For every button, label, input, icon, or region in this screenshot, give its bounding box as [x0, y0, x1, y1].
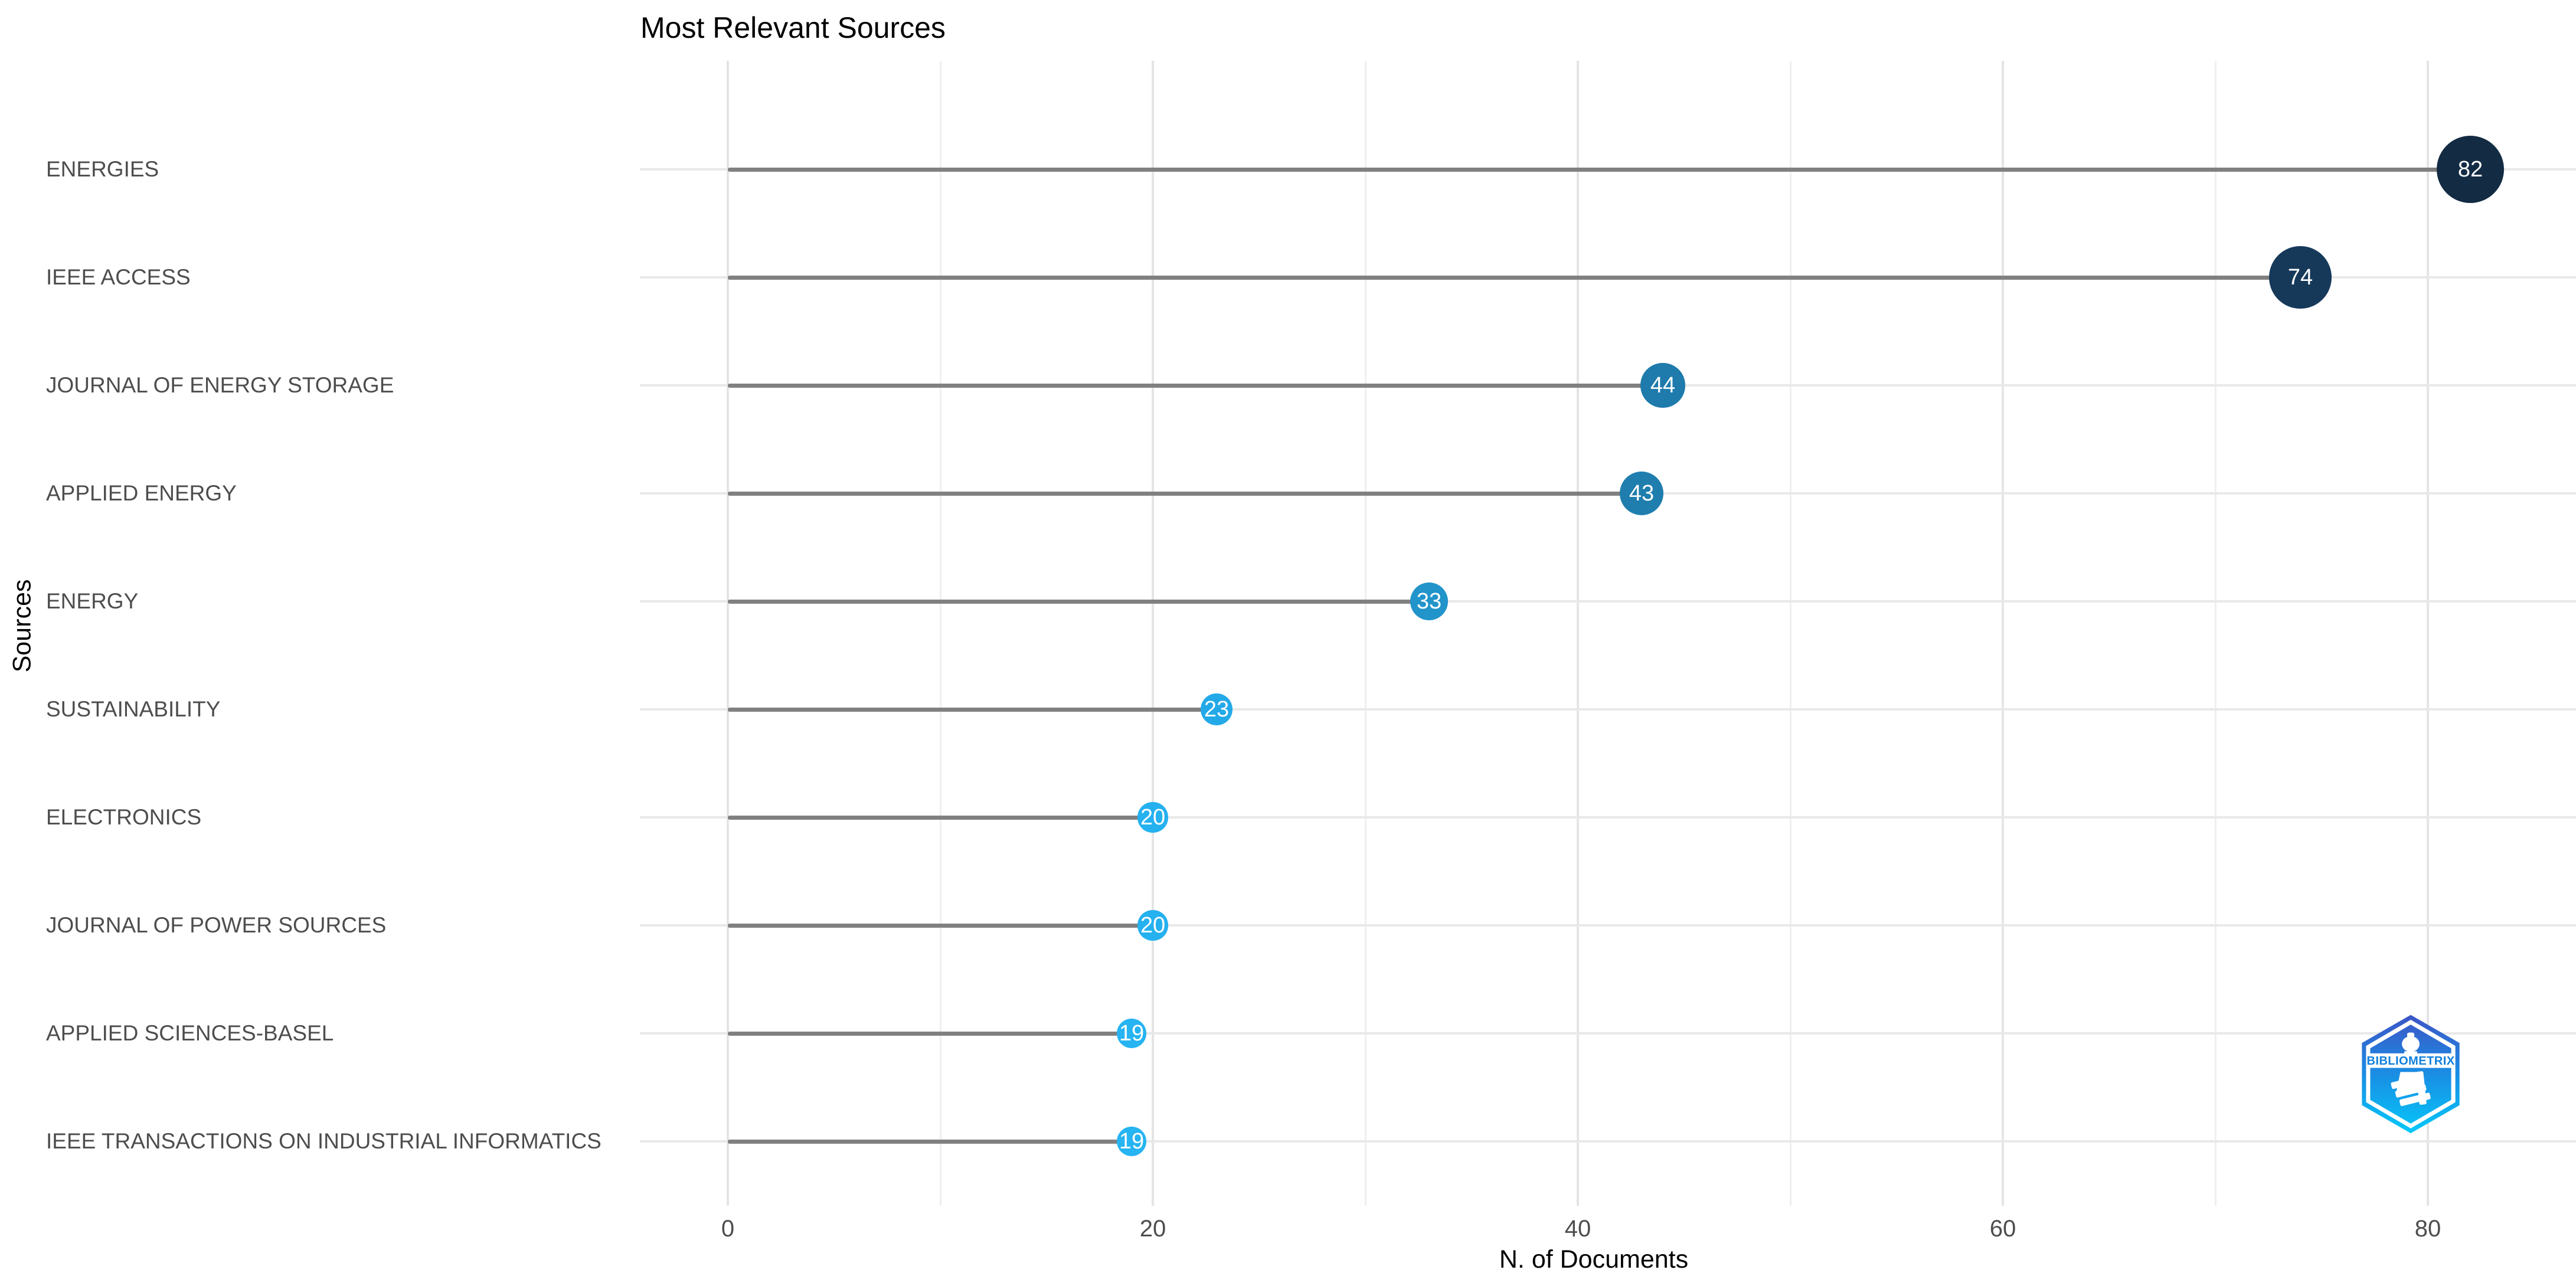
y-axis-category-label: IEEE ACCESS [46, 265, 191, 289]
data-point: 74 [2269, 246, 2332, 309]
x-tick-label: 60 [1989, 1216, 2016, 1242]
data-point-value: 43 [1629, 480, 1655, 506]
y-axis-category-label: ENERGIES [46, 157, 159, 181]
lollipop-stem [728, 491, 1642, 496]
data-point-value: 20 [1140, 804, 1166, 830]
data-point-value: 20 [1140, 912, 1166, 938]
lollipop-stem [728, 275, 2300, 280]
data-point: 44 [1640, 363, 1685, 408]
lollipop-stem [728, 923, 1153, 928]
lollipop-stem [728, 599, 1429, 604]
gridline-vertical-major [1152, 61, 1154, 1206]
y-axis-category-label: SUSTAINABILITY [46, 697, 221, 721]
data-point: 82 [2436, 135, 2504, 203]
bibliometrix-logo: BIBLIOMETRIX [2362, 1014, 2460, 1134]
data-point-value: 33 [1416, 588, 1442, 614]
gridline-vertical-major [2427, 61, 2429, 1206]
data-point: 19 [1117, 1019, 1146, 1048]
gridline-vertical-minor [2214, 61, 2217, 1206]
lollipop-stem [728, 707, 1217, 712]
y-axis-category-label: ENERGY [46, 589, 139, 613]
data-point-value: 23 [1204, 696, 1230, 722]
gridline-horizontal [640, 1032, 2576, 1035]
x-tick-label: 20 [1139, 1216, 1166, 1242]
data-point-value: 19 [1119, 1021, 1145, 1046]
gridline-vertical-minor [1364, 61, 1367, 1206]
data-point: 33 [1410, 582, 1449, 621]
data-point-value: 74 [2287, 264, 2313, 290]
logo-text: BIBLIOMETRIX [2366, 1055, 2454, 1068]
gridline-vertical-major [2002, 61, 2004, 1206]
data-point: 19 [1117, 1127, 1146, 1156]
gridline-horizontal [640, 600, 2576, 603]
x-tick-label: 80 [2414, 1216, 2441, 1242]
data-point: 43 [1619, 471, 1664, 516]
data-point: 23 [1200, 693, 1233, 726]
gridline-vertical-minor [939, 61, 942, 1206]
data-point-value: 19 [1119, 1129, 1145, 1154]
lollipop-stem [728, 815, 1153, 820]
gridline-horizontal [640, 1140, 2576, 1143]
gridline-horizontal [640, 816, 2576, 819]
y-axis-category-label: JOURNAL OF ENERGY STORAGE [46, 373, 394, 397]
logo-text-band: BIBLIOMETRIX [2366, 1053, 2454, 1068]
x-tick-label: 40 [1564, 1216, 1591, 1242]
y-axis-category-label: IEEE TRANSACTIONS ON INDUSTRIAL INFORMAT… [46, 1129, 601, 1153]
lollipop-stem [728, 383, 1663, 388]
lollipop-stem [728, 1139, 1132, 1144]
data-point-value: 82 [2457, 156, 2483, 182]
gridline-vertical-major [1577, 61, 1579, 1206]
x-axis-title: N. of Documents [1499, 1245, 1689, 1274]
y-axis-category-label: JOURNAL OF POWER SOURCES [46, 913, 387, 937]
y-axis-category-label: APPLIED ENERGY [46, 481, 237, 505]
data-point: 20 [1137, 910, 1168, 941]
data-point: 20 [1137, 802, 1168, 833]
lollipop-stem [728, 1031, 1132, 1036]
lollipop-stem [728, 167, 2470, 172]
x-tick-label: 0 [721, 1216, 735, 1242]
gridline-vertical-minor [1789, 61, 1792, 1206]
y-axis-title: Sources [8, 579, 37, 673]
data-point-value: 44 [1650, 372, 1676, 398]
gridline-horizontal [640, 924, 2576, 927]
gridline-horizontal [640, 708, 2576, 711]
gridline-vertical-major [727, 61, 729, 1206]
y-axis-category-label: APPLIED SCIENCES-BASEL [46, 1021, 334, 1045]
y-axis-category-label: ELECTRONICS [46, 805, 202, 829]
chart-title: Most Relevant Sources [640, 11, 946, 44]
